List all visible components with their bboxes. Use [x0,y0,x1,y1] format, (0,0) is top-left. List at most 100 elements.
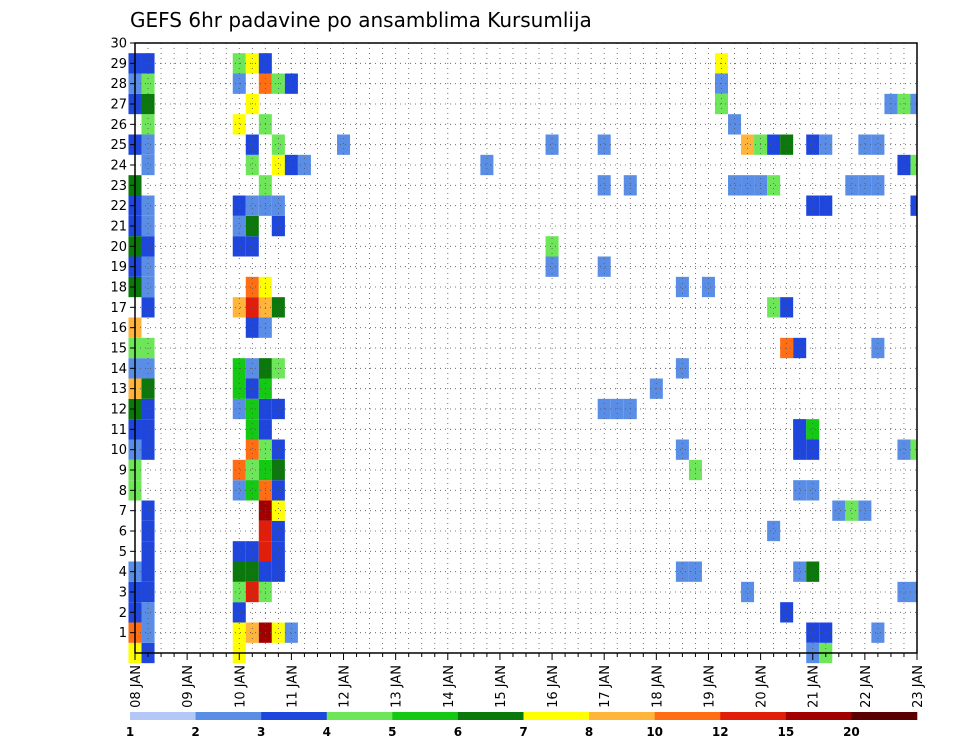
heatmap-cell [767,520,781,542]
heatmap-cell [245,561,259,582]
colorbar-segment [523,712,590,720]
heatmap-cell [793,480,807,501]
x-axis: 08 JAN 09 JAN 10 JAN 11 JAN 12 JAN 13 JAN 14 J… [129,653,926,708]
y-tick-label: 10 [110,443,127,458]
heatmap-cell [793,561,807,582]
colorbar-segment [326,712,393,720]
x-tick-label: 17 JAN [598,665,613,708]
heatmap-cell [141,236,155,257]
y-tick-label: 2 [119,606,127,621]
colorbar: 1 2 3 4 5 6 7 8 10 12 15 20 [126,712,918,739]
heatmap-cell [232,114,246,135]
heatmap-cell [232,541,246,562]
heatmap-cell [728,114,742,135]
heatmap-cell [806,622,820,643]
x-tick-label: 10 JAN [233,665,248,708]
y-tick-label: 23 [110,179,127,194]
y-tick-label: 28 [110,77,127,92]
x-tick-label: 12 JAN [338,665,353,708]
y-tick-label: 21 [110,220,127,235]
colorbar-segment [457,712,524,720]
heatmap-cell [245,154,259,176]
heatmap-cell [271,154,285,176]
colorbar-segment [851,712,918,720]
heatmap-cell [141,276,155,298]
heatmap-cell [245,276,259,298]
y-tick-label: 24 [110,159,127,174]
heatmap-cell [337,134,351,155]
colorbar-segment [589,712,655,720]
heatmap-cell [271,134,285,155]
heatmap-cell [232,602,246,623]
chart-title: GEFS 6hr padavine po ansamblima Kursumli… [130,8,592,32]
y-tick-label: 19 [110,260,127,275]
heatmap-cell [806,419,820,440]
x-tick-label: 21 JAN [807,665,822,708]
colorbar-label: 4 [323,725,331,739]
heatmap-cell [858,500,872,521]
y-tick-label: 16 [110,321,127,336]
y-tick-label: 27 [110,98,127,113]
y-tick-label: 22 [110,199,127,214]
y-tick-label: 14 [110,362,127,377]
colorbar-segment [261,712,328,720]
heatmap-cell [675,439,689,460]
x-tick-label: 09 JAN [181,665,196,708]
heatmap-cell [845,500,859,521]
heatmap-cell [245,541,259,562]
heatmap-cell [245,236,259,257]
heatmap-cell [767,175,781,196]
y-tick-label: 30 [110,37,127,52]
heatmap-cell [480,154,494,176]
heatmap-cell [271,297,285,318]
cells-layer [128,53,917,664]
heatmap-cell [597,134,611,155]
heatmap-cell [767,297,781,318]
heatmap-cell [141,500,155,521]
heatmap-cell [232,480,246,501]
x-tick-label: 22 JAN [859,665,874,708]
heatmap-cell [910,93,917,115]
y-axis: 1234567891011121314151617181920212223242… [110,37,135,641]
y-tick-label: 4 [119,565,127,580]
heatmap-cell [675,561,689,582]
heatmap-cell [297,154,311,176]
y-tick-label: 20 [110,240,127,255]
heatmap-cell [871,134,885,155]
colorbar-label: 6 [454,725,462,739]
heatmap-cell [806,439,820,460]
x-tick-label: 20 JAN [755,665,770,708]
heatmap-cell [871,175,885,196]
heatmap-cell [141,114,155,135]
heatmap-cell [271,480,285,501]
y-tick-label: 17 [110,301,127,316]
heatmap-cell [780,337,794,359]
heatmap-cell [897,154,911,176]
y-tick-label: 13 [110,382,127,397]
heatmap-cell [271,500,285,521]
heatmap-cell [271,459,285,481]
heatmap-cell [245,439,259,460]
y-tick-label: 5 [119,545,127,560]
heatmap-cell [245,195,259,216]
heatmap-cell [675,276,689,298]
y-tick-label: 1 [119,626,127,641]
heatmap-cell [245,581,259,603]
grid-layer [135,43,917,653]
heatmap-cell [141,297,155,318]
y-tick-label: 8 [119,484,127,499]
heatmap-cell [284,154,298,176]
heatmap-cell [141,195,155,216]
y-tick-label: 26 [110,118,127,133]
y-tick-label: 15 [110,342,127,357]
heatmap-cell [232,195,246,216]
x-tick-label: 11 JAN [285,665,300,708]
heatmap-cell [597,256,611,277]
heatmap-cell [806,134,820,155]
heatmap-cell [741,134,755,155]
x-tick-label: 19 JAN [702,665,717,708]
heatmap-cell [701,276,715,298]
heatmap-cell [245,215,259,237]
heatmap-cell [245,419,259,440]
